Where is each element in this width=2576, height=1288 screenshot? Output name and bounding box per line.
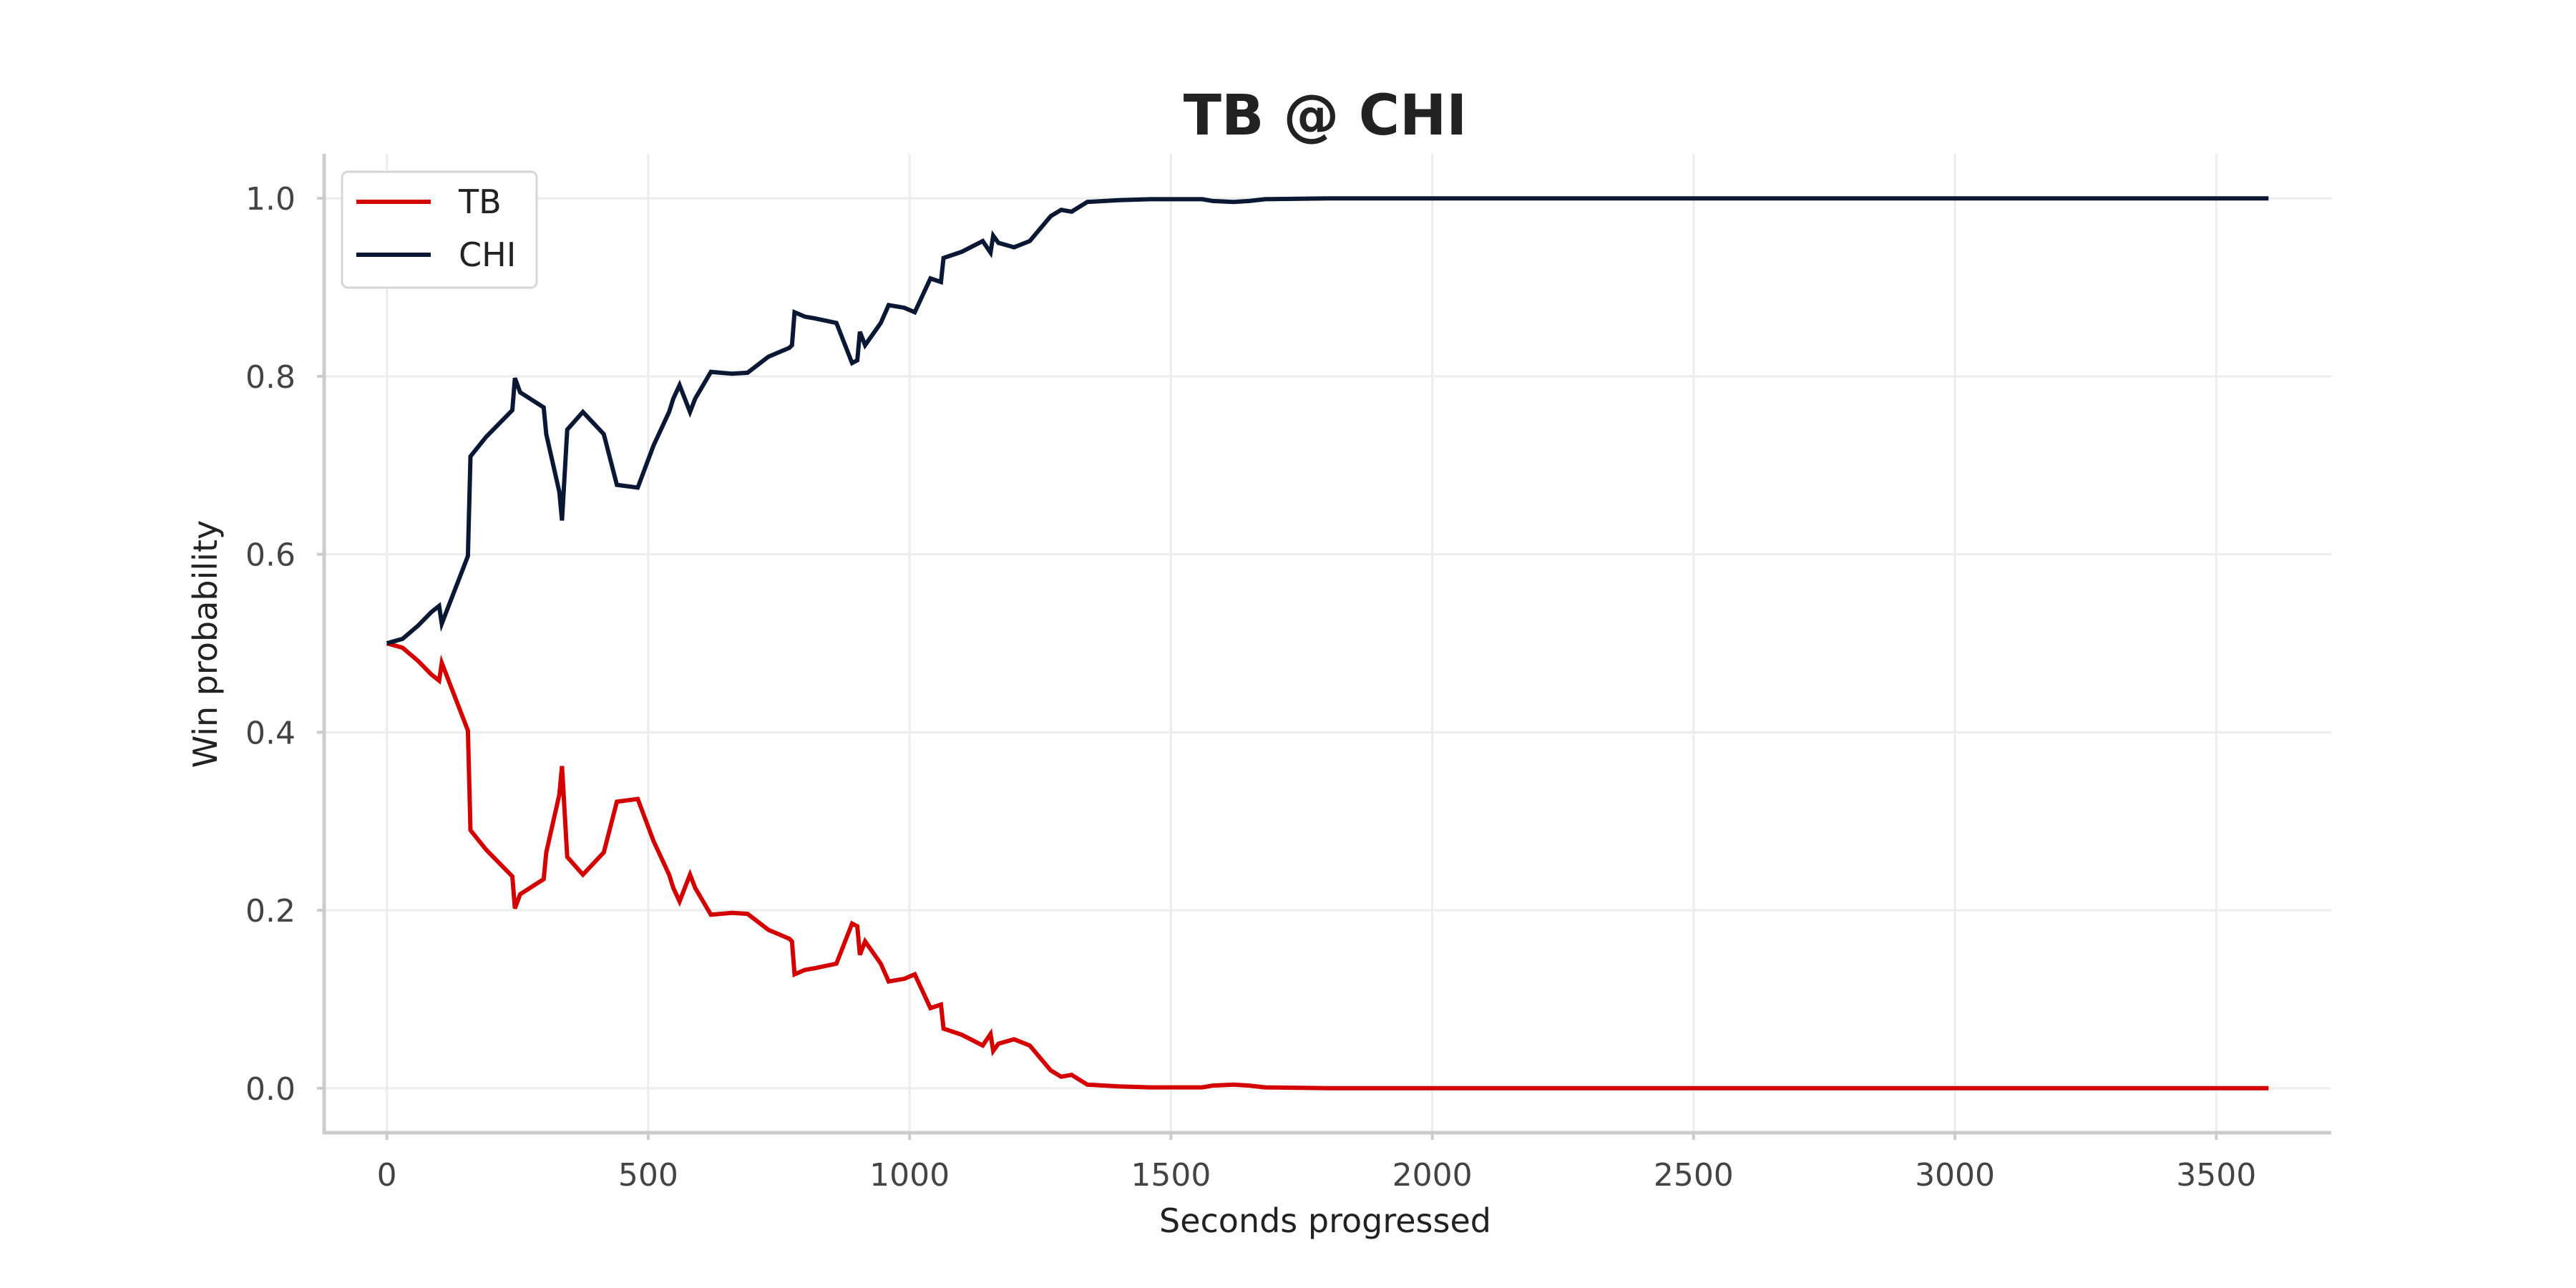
- x-tick-label: 500: [618, 1157, 678, 1194]
- x-axis-label: Seconds progressed: [1159, 1201, 1491, 1240]
- series-line-chi: [386, 196, 2269, 645]
- series-line-tb: [386, 641, 2269, 1091]
- y-tick-label: 0.4: [245, 715, 296, 751]
- chart-title: TB @ CHI: [1184, 84, 1468, 148]
- x-tick-label: 3500: [2176, 1157, 2256, 1194]
- y-tick-label: 0.2: [245, 893, 296, 930]
- axes-layer: 0 500 1000 1500 2000 2500 3000 3500 0.0 0.2 0.4 0.6…: [245, 154, 2331, 1194]
- x-tick-label: 1000: [869, 1157, 950, 1194]
- series-layer: [386, 196, 2269, 1091]
- y-tick-label: 0.0: [245, 1071, 296, 1108]
- legend-label-tb: TB: [458, 182, 502, 221]
- legend-label-chi: CHI: [459, 235, 516, 274]
- x-tick-label: 2500: [1654, 1157, 1734, 1194]
- grid-layer: [324, 154, 2331, 1133]
- y-axis-label: Win probability: [186, 520, 225, 768]
- y-tick-label: 0.6: [245, 537, 296, 574]
- legend: TB CHI: [341, 170, 538, 289]
- y-tick-label: 0.8: [245, 359, 296, 396]
- x-tick-label: 1500: [1131, 1157, 1211, 1194]
- x-tick-label: 2000: [1392, 1157, 1473, 1194]
- x-tick-label: 3000: [1915, 1157, 1995, 1194]
- y-tick-label: 1.0: [245, 181, 296, 218]
- x-tick-label: 0: [377, 1157, 397, 1194]
